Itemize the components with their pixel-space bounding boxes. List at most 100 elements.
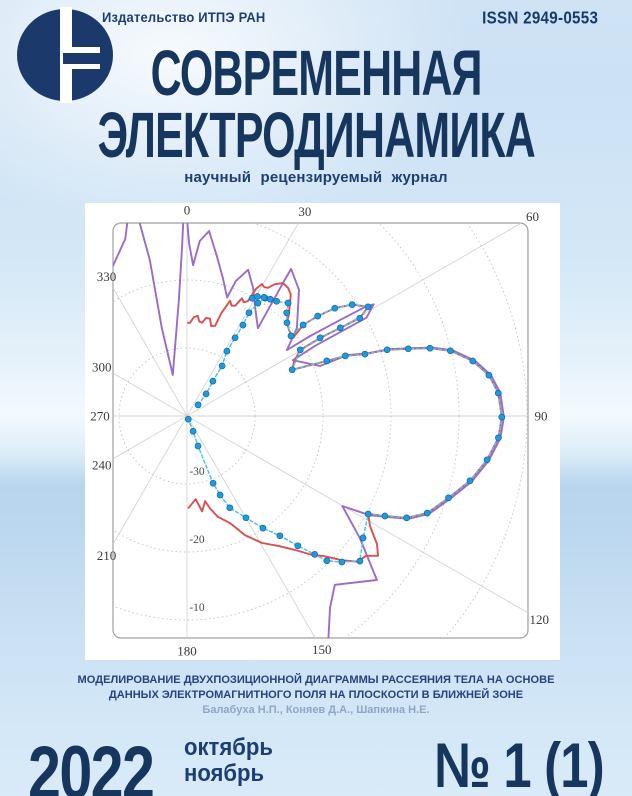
polar-radial-label: -20 — [189, 534, 205, 546]
series-marker — [231, 334, 239, 342]
series-marker — [314, 312, 322, 320]
series-marker — [288, 366, 296, 374]
polar-angle-label: 300 — [92, 359, 112, 374]
polar-spoke — [186, 223, 528, 417]
series-marker — [184, 415, 192, 423]
article-title-line2: ДАННЫХ ЭЛЕКТРОМАГНИТНОГО ПОЛЯ НА ПЛОСКОС… — [108, 688, 524, 701]
series-marker — [294, 542, 302, 550]
series-marker — [485, 371, 493, 379]
polar-grid-ring — [113, 223, 528, 638]
series-marker — [348, 301, 356, 308]
series-marker — [209, 479, 217, 487]
series-marker — [283, 319, 291, 327]
series-marker — [209, 377, 217, 385]
polar-angle-label: 210 — [97, 548, 117, 563]
series-marker — [273, 297, 280, 305]
series-marker — [242, 514, 250, 522]
month-october: октябрь — [184, 734, 273, 761]
series-marker — [316, 334, 324, 342]
series-marker — [381, 512, 389, 520]
series-marker — [466, 477, 474, 485]
article-authors: Балабуха Н.П., Коняев Д.А., Шапкина Н.Е. — [202, 704, 430, 717]
journal-title-line2: ЭЛЕКТРОДИНАМИКА — [97, 99, 535, 172]
series-marker — [341, 352, 349, 360]
series-marker — [469, 357, 477, 365]
polar-spoke — [186, 415, 528, 638]
series-marker — [296, 346, 304, 354]
series-marker — [218, 362, 226, 370]
polar-grid — [113, 223, 528, 638]
polar-radial-label: -10 — [189, 602, 205, 614]
series-marker — [254, 299, 262, 307]
polar-angle-label: 330 — [97, 269, 117, 284]
polar-angle-label: 0 — [184, 203, 191, 218]
polar-angle-label: 270 — [90, 409, 110, 424]
journal-subtitle: научный рецензируемый журнал — [184, 169, 448, 186]
series-marker — [311, 551, 319, 558]
article-caption: МОДЕЛИРОВАНИЕ ДВУХПОЗИЦИОННОЙ ДИАГРАММЫ … — [6, 673, 626, 718]
series-marker — [194, 401, 202, 409]
series-marker — [336, 324, 344, 332]
series-marker — [426, 344, 434, 352]
series-marker — [361, 350, 369, 358]
series-marker — [266, 295, 274, 303]
axis-labels: 0 30 60 90 120 150 180 210 240 270 300 330 -30 -20 -10 — [90, 203, 549, 659]
series-marker — [239, 321, 247, 329]
polar-angle-label: 60 — [526, 209, 539, 224]
series-marker — [447, 347, 454, 355]
series-marker — [494, 389, 502, 397]
issue-number: № 1 (1) — [434, 731, 604, 796]
series-marker — [254, 293, 261, 300]
issue-months: октябрь ноябрь — [184, 735, 281, 787]
polar-spoke — [186, 223, 488, 417]
polar-grid-ring — [118, 347, 256, 485]
article-title-line1: МОДЕЛИРОВАНИЕ ДВУХПОЗИЦИОННОЙ ДИАГРАММЫ … — [77, 674, 555, 686]
series-marker — [423, 509, 431, 517]
publisher-name: Издательство ИТПЭ РАН — [102, 10, 266, 25]
series-marker — [445, 494, 452, 502]
polar-grid-ring — [113, 223, 460, 638]
polar-spoke — [113, 415, 188, 638]
series-marker — [404, 345, 412, 353]
series-group — [113, 223, 506, 638]
issn-label: ISSN 2949-0553 — [481, 9, 598, 28]
polar-spoke — [113, 223, 188, 417]
series-marker — [323, 357, 331, 365]
series-marker — [338, 558, 346, 566]
series-marker — [226, 504, 234, 512]
series-marker — [194, 442, 202, 450]
series-marker — [331, 304, 339, 312]
series-marker — [323, 557, 331, 565]
series-marker — [483, 456, 491, 464]
series-marker — [284, 299, 292, 307]
polar-angle-label: 180 — [177, 644, 197, 659]
scattering-polar-chart: 0 30 60 90 120 150 180 210 240 270 300 330 -30 -20 -10 — [90, 203, 549, 659]
series-marker — [216, 491, 224, 499]
polar-angle-label: 120 — [530, 612, 550, 627]
series-marker — [356, 314, 364, 322]
polar-angle-label: 240 — [92, 458, 112, 473]
logo-e-bar — [63, 53, 103, 64]
series-marker — [364, 510, 372, 518]
series-marker — [364, 303, 372, 311]
polar-spoke — [186, 415, 488, 638]
series-marker — [245, 309, 253, 317]
series-marker — [223, 347, 231, 355]
polar-radial-label: -30 — [189, 466, 205, 478]
series-marker — [495, 434, 502, 442]
issue-year: 2022 — [28, 730, 155, 796]
series-marker — [299, 321, 307, 329]
polar-grid-ring — [113, 223, 392, 621]
series-marker — [356, 557, 364, 565]
journal-title-line1: СОВРЕМЕННАЯ — [150, 37, 482, 110]
polar-angle-label: 30 — [298, 204, 311, 219]
month-november: ноябрь — [184, 760, 265, 787]
series-marker — [403, 514, 410, 522]
publisher-logo-icon — [17, 7, 113, 103]
series-marker — [498, 413, 506, 421]
series-marker — [259, 524, 267, 532]
polar-grid-ring — [113, 279, 324, 553]
series-marker — [202, 390, 210, 398]
series-marker — [287, 332, 295, 340]
